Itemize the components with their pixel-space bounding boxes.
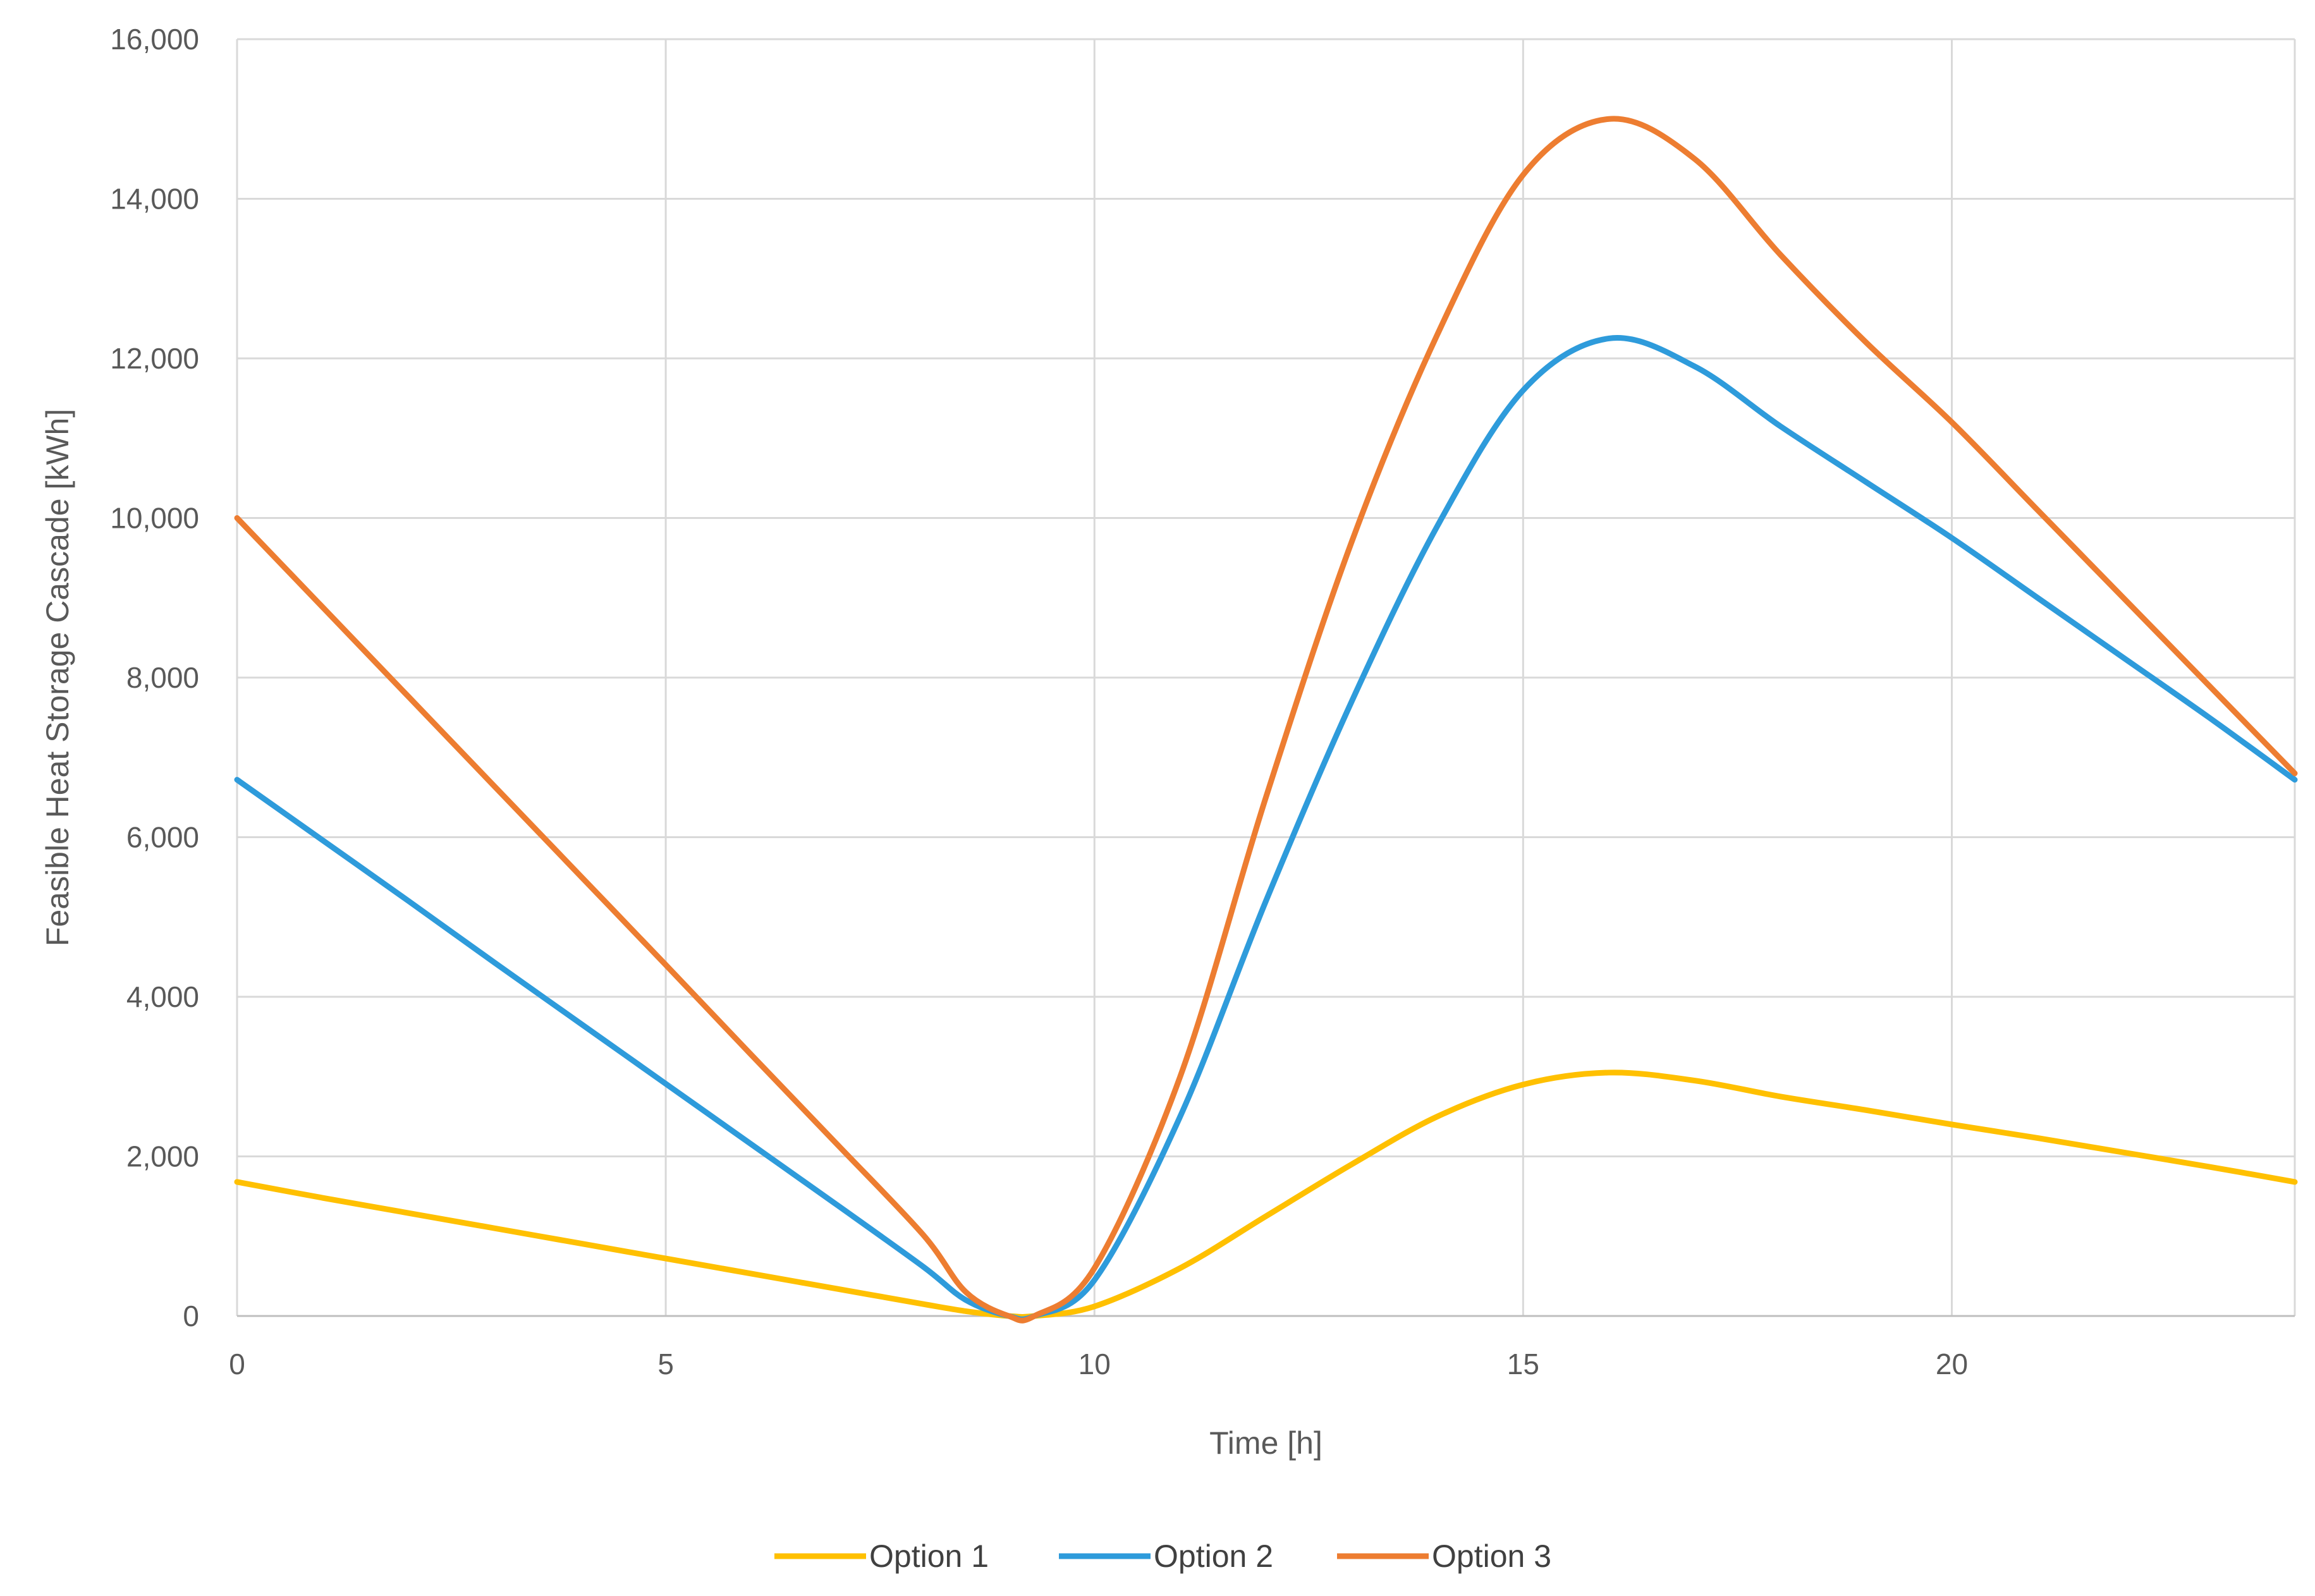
horizontal-gridlines — [237, 38, 2295, 1157]
y-tick-label: 10,000 — [110, 502, 199, 535]
x-tick-label: 15 — [1507, 1348, 1539, 1380]
x-tick-label: 5 — [657, 1348, 674, 1380]
y-axis-title: Feasible Heat Storage Cascade [kWh] — [40, 409, 75, 946]
legend: Option 1 Option 2 Option 3 — [774, 1538, 1551, 1574]
series-lines — [234, 116, 2298, 1324]
plot-area — [234, 38, 2298, 1324]
y-tick-label: 6,000 — [126, 821, 199, 854]
y-tick-label: 14,000 — [110, 183, 199, 216]
y-tick-label: 16,000 — [110, 23, 199, 56]
y-tick-label: 4,000 — [126, 980, 199, 1013]
y-tick-labels: 0 2,000 4,000 6,000 8,000 10,000 12,000 14,000 1… — [110, 23, 199, 1332]
x-axis-title: Time [h] — [1209, 1425, 1322, 1461]
x-tick-label: 0 — [229, 1348, 245, 1380]
series-line-option-1 — [234, 1069, 2298, 1320]
y-tick-label: 2,000 — [126, 1140, 199, 1173]
x-tick-label: 10 — [1078, 1348, 1111, 1380]
legend-label-option-1: Option 1 — [869, 1538, 989, 1574]
y-tick-label: 12,000 — [110, 342, 199, 375]
series-line-option-3 — [234, 116, 2298, 1324]
x-tick-labels: 0 5 10 15 20 — [229, 1348, 1968, 1380]
legend-label-option-2: Option 2 — [1154, 1538, 1273, 1574]
x-tick-label: 20 — [1936, 1348, 1968, 1380]
y-tick-label: 0 — [183, 1300, 199, 1332]
y-tick-label: 8,000 — [126, 661, 199, 694]
legend-label-option-3: Option 3 — [1432, 1538, 1551, 1574]
series-line-option-2 — [234, 335, 2298, 1322]
